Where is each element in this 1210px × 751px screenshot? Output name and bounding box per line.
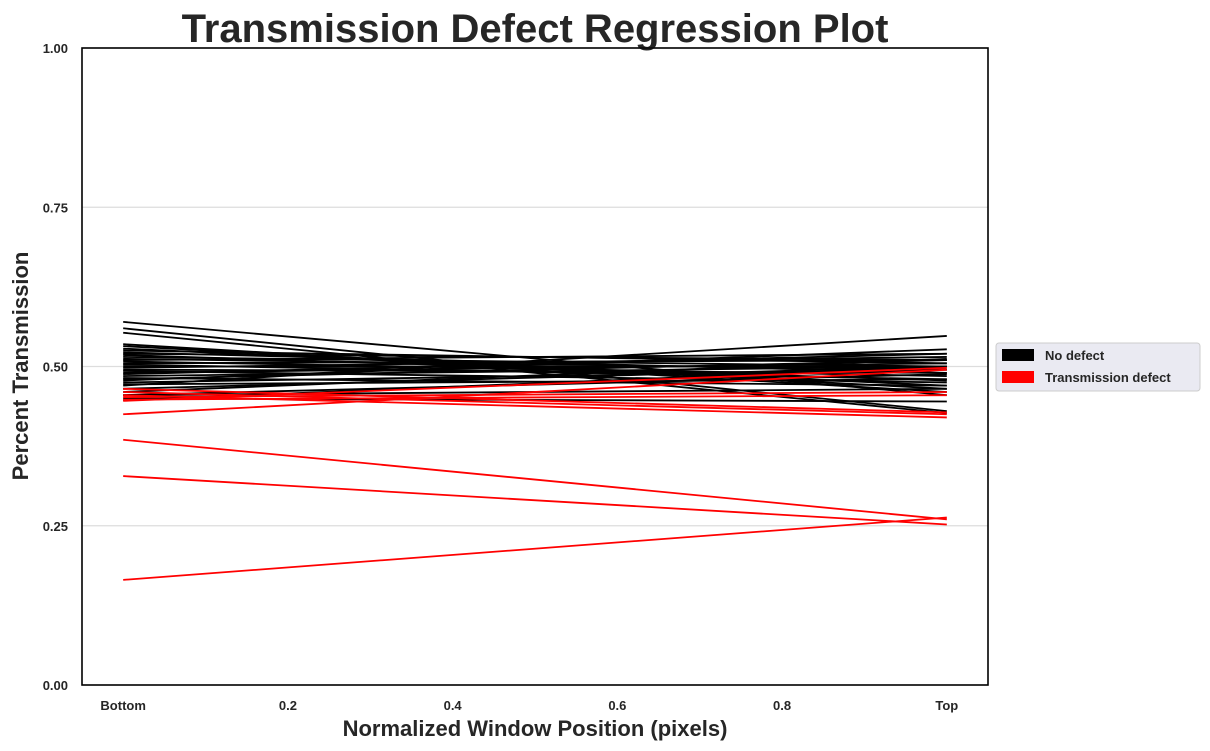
x-tick-label: Top xyxy=(935,698,958,713)
y-tick-label: 0.25 xyxy=(43,519,68,534)
legend-label-no-defect: No defect xyxy=(1045,348,1105,363)
legend-swatch-transmission-defect xyxy=(1002,371,1034,383)
x-tick-labels: Bottom 0.2 0.4 0.6 0.8 Top xyxy=(100,698,958,713)
series-line-no-defect xyxy=(123,357,947,393)
y-tick-labels: 0.00 0.25 0.50 0.75 1.00 xyxy=(43,41,68,693)
legend-label-transmission-defect: Transmission defect xyxy=(1045,370,1171,385)
y-tick-label: 1.00 xyxy=(43,41,68,56)
series-line-transmission-defect xyxy=(123,438,947,521)
plot-lines xyxy=(123,321,947,581)
y-tick-label: 0.75 xyxy=(43,200,68,215)
series-line-transmission-defect xyxy=(123,394,947,401)
series-line-no-defect xyxy=(123,356,947,369)
y-tick-label: 0.00 xyxy=(43,678,68,693)
series-line-transmission-defect xyxy=(123,368,947,416)
series-line-no-defect xyxy=(123,348,947,382)
x-tick-label: 0.2 xyxy=(279,698,297,713)
y-axis-label: Percent Transmission xyxy=(8,252,33,481)
x-tick-label: 0.6 xyxy=(608,698,626,713)
series-line-no-defect xyxy=(123,378,947,386)
series-line-no-defect xyxy=(123,321,947,397)
x-axis-label: Normalized Window Position (pixels) xyxy=(343,716,728,741)
series-line-no-defect xyxy=(123,365,947,390)
x-tick-label: 0.8 xyxy=(773,698,791,713)
series-line-transmission-defect xyxy=(123,366,947,402)
x-tick-label: Bottom xyxy=(100,698,146,713)
series-line-no-defect xyxy=(123,335,947,387)
y-tick-label: 0.50 xyxy=(43,360,68,375)
legend-swatch-no-defect xyxy=(1002,349,1034,361)
legend: No defect Transmission defect xyxy=(995,342,1201,392)
series-line-no-defect xyxy=(123,352,947,376)
series-line-transmission-defect xyxy=(123,387,947,414)
legend-frame xyxy=(995,342,1201,392)
chart-title: Transmission Defect Regression Plot xyxy=(182,7,889,51)
x-tick-label: 0.4 xyxy=(444,698,463,713)
plot-frame xyxy=(81,47,989,686)
series-line-transmission-defect xyxy=(123,516,947,581)
series-line-no-defect xyxy=(123,331,947,414)
series-line-transmission-defect xyxy=(123,475,947,526)
